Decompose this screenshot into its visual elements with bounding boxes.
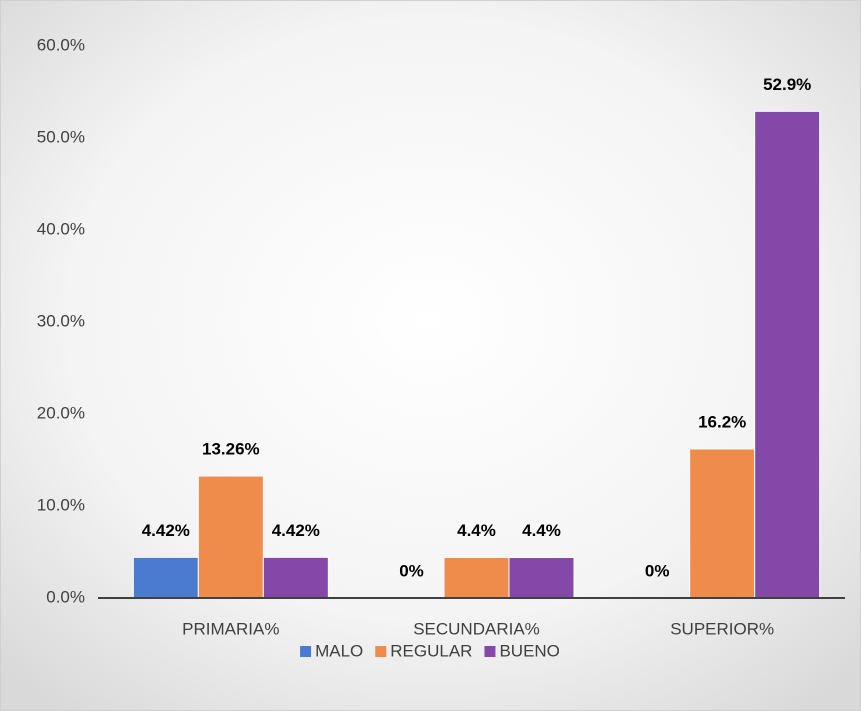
bar <box>689 448 756 599</box>
y-tick-label: 30.0% <box>37 311 85 330</box>
y-tick-label: 60.0% <box>37 35 85 54</box>
y-tick-label: 20.0% <box>37 403 85 422</box>
x-tick-label: SUPERIOR% <box>670 619 774 638</box>
data-label: 4.4% <box>522 521 561 540</box>
legend-swatch <box>300 646 312 657</box>
data-label: 0% <box>645 561 670 580</box>
data-label: 4.42% <box>272 521 320 540</box>
bar <box>132 556 199 599</box>
legend-swatch <box>484 646 496 657</box>
data-label: 13.26% <box>202 439 260 458</box>
data-label: 4.4% <box>457 521 496 540</box>
y-tick-label: 10.0% <box>37 495 85 514</box>
data-label: 16.2% <box>698 412 746 431</box>
bar <box>197 475 264 599</box>
legend-label: MALO <box>315 641 363 660</box>
bar <box>443 557 510 599</box>
bar <box>508 557 575 599</box>
y-tick-label: 50.0% <box>37 127 85 146</box>
bar <box>754 110 821 599</box>
data-label: 4.42% <box>142 521 190 540</box>
y-tick-label: 0.0% <box>46 587 85 606</box>
legend-label: BUENO <box>499 641 559 660</box>
y-tick-label: 40.0% <box>37 219 85 238</box>
legend-label: REGULAR <box>390 641 472 660</box>
bar <box>262 556 329 599</box>
x-tick-label: PRIMARIA% <box>182 619 279 638</box>
data-label: 52.9% <box>763 75 811 94</box>
x-tick-label: SECUNDARIA% <box>413 619 540 638</box>
data-label: 0% <box>399 561 424 580</box>
legend-swatch <box>375 646 387 657</box>
